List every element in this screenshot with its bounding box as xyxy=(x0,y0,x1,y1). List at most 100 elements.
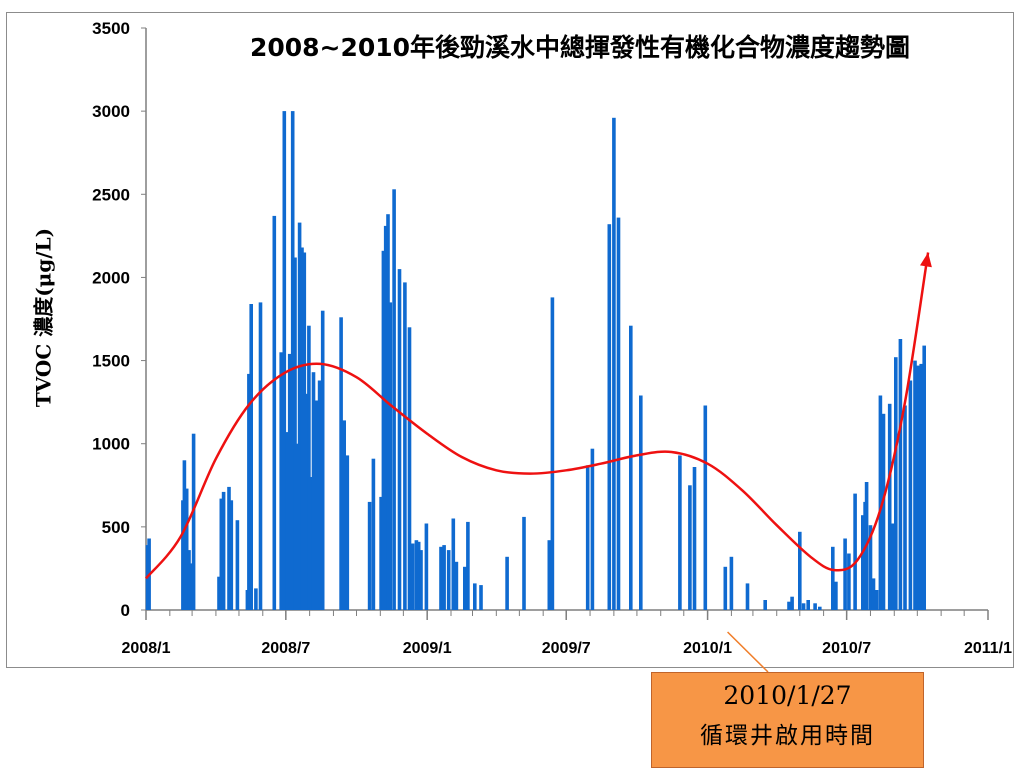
bar xyxy=(890,523,895,610)
bar xyxy=(505,556,509,610)
bar xyxy=(419,550,423,610)
trend-line xyxy=(145,252,930,580)
bar xyxy=(388,302,393,610)
bar xyxy=(688,485,692,610)
bar xyxy=(616,217,621,610)
bar xyxy=(217,576,221,610)
chart-frame xyxy=(6,12,1014,668)
bar xyxy=(834,581,838,610)
bar xyxy=(763,600,767,610)
bar xyxy=(522,516,526,610)
bar xyxy=(293,257,297,610)
y-tick-label: 1000 xyxy=(92,435,130,454)
callout-leader-line xyxy=(727,631,769,673)
bar xyxy=(182,460,187,610)
bar xyxy=(339,317,343,610)
bar xyxy=(678,455,682,610)
bar xyxy=(379,496,383,610)
bar xyxy=(227,486,231,610)
bar xyxy=(187,550,191,610)
bar xyxy=(454,561,459,610)
bar xyxy=(287,353,292,610)
bar xyxy=(887,403,892,610)
bar xyxy=(290,111,295,610)
bar xyxy=(787,601,791,610)
bar xyxy=(903,405,907,610)
bar xyxy=(629,325,633,610)
bar xyxy=(847,553,851,610)
callout-leader xyxy=(727,631,769,673)
bar xyxy=(881,413,886,610)
bar xyxy=(304,393,309,610)
bar xyxy=(302,252,307,610)
bar xyxy=(258,302,263,610)
x-tick-label: 2008/7 xyxy=(261,640,310,657)
bar xyxy=(818,606,822,610)
y-axis-label: TVOC 濃度(μg/L) xyxy=(31,227,56,408)
y-tick-label: 2000 xyxy=(92,268,130,287)
bar xyxy=(345,455,350,610)
y-tick-label: 500 xyxy=(102,518,130,537)
callout-date: 2010/1/27 xyxy=(723,681,852,710)
bar xyxy=(801,603,806,610)
bar xyxy=(585,465,590,610)
bar xyxy=(843,538,847,610)
bar xyxy=(307,325,311,610)
bar xyxy=(607,224,612,610)
bar xyxy=(813,603,817,610)
bar xyxy=(446,550,451,610)
bar xyxy=(403,282,407,610)
bar xyxy=(221,491,226,610)
bar xyxy=(297,222,302,610)
bar xyxy=(285,432,290,610)
bar xyxy=(272,215,277,610)
bar xyxy=(831,546,835,610)
bar xyxy=(874,590,879,610)
chart-title: 2008~2010年後勁溪水中總揮發性有機化合物濃度趨勢圖 xyxy=(249,33,911,62)
bar xyxy=(300,247,304,610)
bar xyxy=(254,588,258,610)
bar xyxy=(314,400,319,610)
bar xyxy=(878,395,883,610)
bar xyxy=(703,405,708,610)
bar xyxy=(729,556,734,610)
bar xyxy=(189,563,194,610)
bar xyxy=(723,566,728,610)
x-tick-label: 2009/1 xyxy=(403,640,452,657)
bar xyxy=(317,380,322,610)
annotation-callout: 2010/1/27 循環井啟用時間 xyxy=(651,672,924,768)
bar xyxy=(922,345,926,610)
bar xyxy=(790,596,794,610)
bar xyxy=(861,515,865,610)
bar xyxy=(424,523,429,610)
bar xyxy=(908,380,913,610)
bar xyxy=(416,541,421,610)
bar xyxy=(235,520,240,610)
bar xyxy=(612,117,616,611)
bar xyxy=(853,493,857,610)
bar xyxy=(311,372,316,610)
bar xyxy=(798,531,802,610)
bar xyxy=(392,189,396,611)
trend xyxy=(145,252,932,580)
bar xyxy=(442,545,446,610)
bar xyxy=(898,339,903,610)
bar xyxy=(806,600,810,610)
bar xyxy=(397,269,402,610)
bar xyxy=(295,443,300,610)
bar xyxy=(386,214,390,610)
bar xyxy=(547,540,552,610)
bar xyxy=(894,357,898,610)
bar xyxy=(466,521,470,610)
bar xyxy=(279,352,283,610)
bar xyxy=(381,250,386,611)
bar xyxy=(184,488,189,610)
bar xyxy=(451,518,456,610)
bar xyxy=(407,327,412,610)
bar xyxy=(871,578,876,610)
bar xyxy=(868,525,873,610)
bar xyxy=(249,304,253,610)
bar xyxy=(639,395,643,610)
bars xyxy=(145,111,926,611)
